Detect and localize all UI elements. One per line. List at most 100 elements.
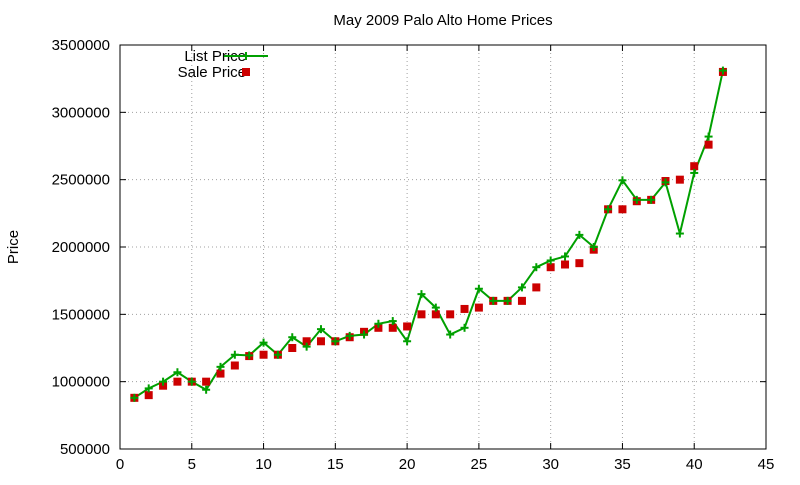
sale-price-point: [403, 322, 412, 331]
list-price-point: [503, 296, 512, 305]
list-price-point: [331, 337, 340, 346]
list-price-point: [388, 317, 397, 326]
list-price-point: [144, 384, 153, 393]
list-price-point: [661, 178, 670, 187]
list-price-point: [489, 296, 498, 305]
series-layer: [130, 66, 727, 402]
sale-price-point: [316, 337, 325, 346]
list-price-point: [403, 337, 412, 346]
x-tick-label: 15: [327, 456, 344, 473]
list-price-point: [690, 168, 699, 177]
y-tick-label: 1500000: [52, 306, 110, 323]
list-price-point: [316, 325, 325, 334]
sale-price-point: [144, 391, 153, 400]
list-price-point: [173, 368, 182, 377]
sale-price-point: [431, 310, 440, 319]
list-price-point: [460, 323, 469, 332]
y-tick-label: 3000000: [52, 104, 110, 121]
sale-price-point: [173, 377, 182, 386]
list-price-point: [230, 350, 239, 359]
y-tick-label: 1000000: [52, 374, 110, 391]
series-line-list-price: [133, 70, 724, 399]
legend-swatch-sale-price: [242, 68, 250, 76]
legend-label-list-price: List Price: [184, 48, 246, 65]
y-tick-label: 500000: [60, 441, 110, 458]
sale-price-point: [474, 303, 483, 312]
legend-label-sale-price: Sale Price: [178, 64, 246, 81]
sale-price-point: [374, 323, 383, 332]
list-price-point: [446, 330, 455, 339]
y-tick-label: 2500000: [52, 172, 110, 189]
y-axis-label: Price: [5, 230, 22, 264]
sale-price-point: [561, 260, 570, 269]
list-price-point: [704, 132, 713, 141]
list-price-point: [575, 230, 584, 239]
list-price-point: [431, 303, 440, 312]
sale-price-point: [230, 361, 239, 370]
list-price-point: [517, 283, 526, 292]
list-price-point: [288, 333, 297, 342]
y-tick-label: 3500000: [52, 37, 110, 54]
sale-price-point: [690, 162, 699, 171]
list-price-point: [202, 385, 211, 394]
list-price-point: [187, 377, 196, 386]
list-price-point: [273, 350, 282, 359]
sale-price-point: [618, 205, 627, 214]
sale-price-point: [460, 304, 469, 313]
list-price-point: [718, 66, 727, 75]
sale-price-point: [517, 296, 526, 305]
grid-lines: [120, 45, 766, 449]
sale-price-point: [216, 369, 225, 378]
sale-price-point: [288, 344, 297, 352]
sale-price-point: [532, 283, 541, 292]
legend-swatch-list-price: [224, 52, 268, 60]
legend-marker-sale-price: [242, 68, 250, 76]
list-price-point: [216, 362, 225, 371]
x-tick-label: 45: [758, 456, 775, 473]
x-tick-label: 20: [399, 456, 416, 473]
x-tick-label: 5: [188, 456, 196, 473]
sale-price-point: [302, 337, 311, 346]
list-price-point: [647, 195, 656, 204]
list-price-point: [561, 252, 570, 261]
sale-price-point: [446, 310, 455, 319]
list-price-point: [632, 195, 641, 204]
list-price-point: [546, 256, 555, 265]
sale-price-point: [259, 350, 268, 359]
legend: List Price Sale Price: [178, 48, 268, 81]
sale-price-point: [546, 263, 555, 272]
list-price-point: [302, 342, 311, 351]
x-tick-label: 0: [116, 456, 124, 473]
legend-marker-list-price: [242, 52, 250, 60]
list-price-point: [589, 243, 598, 251]
list-price-point: [345, 331, 354, 340]
list-price-point: [374, 319, 383, 328]
list-price-point: [130, 393, 139, 402]
sale-price-point: [675, 175, 684, 184]
list-price-point: [474, 284, 483, 293]
sale-price-point: [704, 140, 713, 149]
list-price-point: [675, 229, 684, 238]
sale-price-point: [417, 310, 426, 319]
x-tick-label: 35: [614, 456, 631, 473]
chart-title: May 2009 Palo Alto Home Prices: [333, 12, 552, 29]
list-price-point: [618, 176, 627, 185]
x-tick-label: 25: [471, 456, 488, 473]
sale-price-point: [575, 259, 584, 268]
list-price-point: [259, 338, 268, 347]
axis-ticks: 0 5 10 15 20 25 30 35 40 45 500000 1000000 1500000 20…: [52, 37, 775, 473]
list-price-point: [532, 263, 541, 272]
x-tick-label: 30: [542, 456, 559, 473]
list-price-point: [360, 330, 369, 339]
list-price-point: [417, 290, 426, 299]
y-tick-label: 2000000: [52, 239, 110, 256]
x-tick-label: 10: [255, 456, 272, 473]
sale-price-point: [202, 377, 211, 386]
sale-price-point: [159, 381, 168, 390]
list-price-point: [245, 351, 254, 360]
list-price-point: [604, 205, 613, 214]
x-tick-label: 40: [686, 456, 703, 473]
list-price-point: [159, 377, 168, 386]
